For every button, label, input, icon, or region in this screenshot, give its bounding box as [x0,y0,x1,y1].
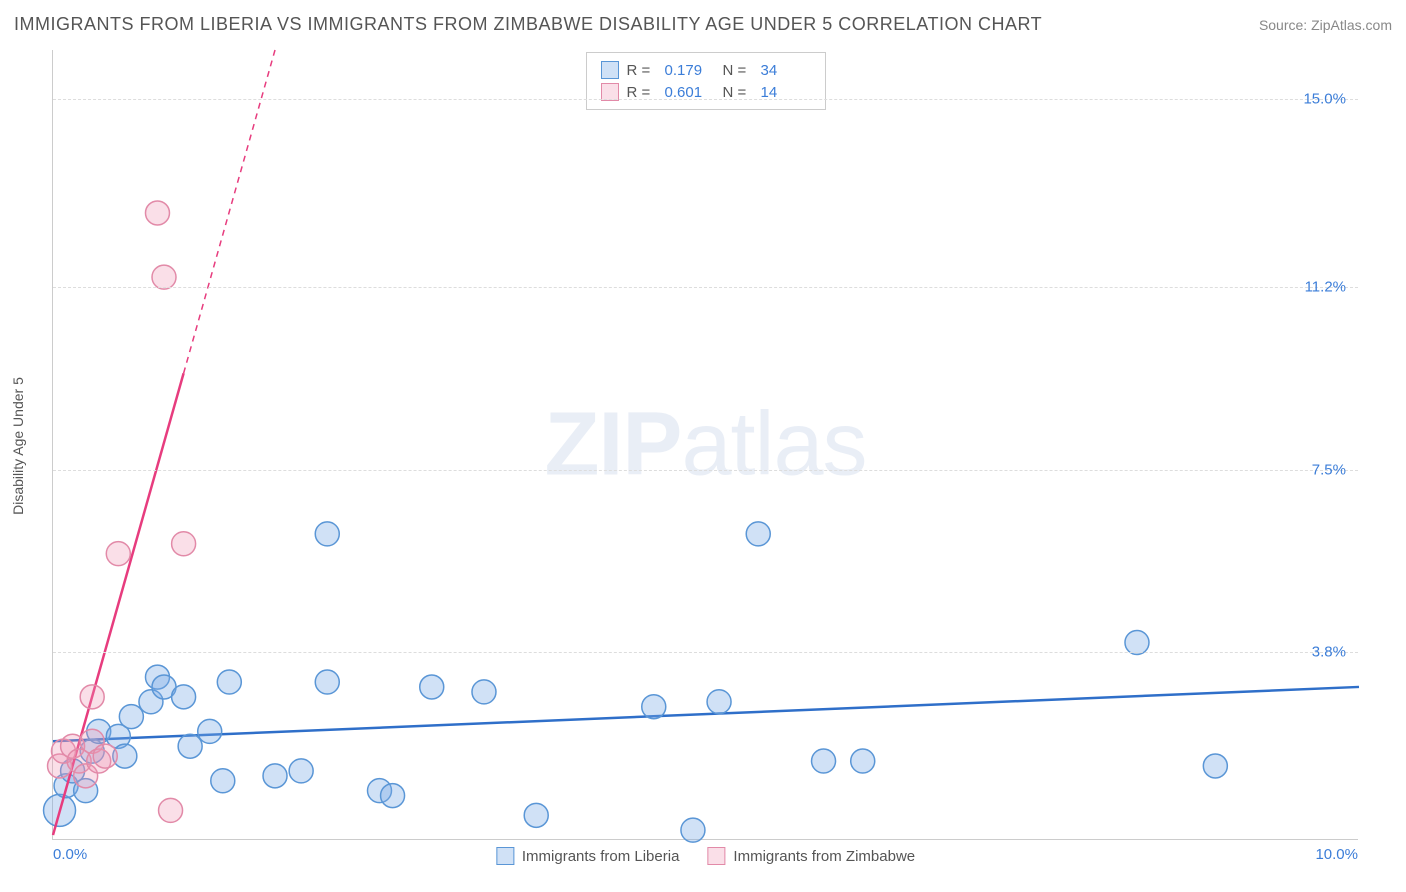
r-value-1: 0.601 [665,84,715,101]
series-label-0: Immigrants from Liberia [522,848,680,865]
title-bar: IMMIGRANTS FROM LIBERIA VS IMMIGRANTS FR… [14,14,1392,35]
source-label: Source: ZipAtlas.com [1259,17,1392,33]
plot-svg [53,50,1358,839]
bottom-legend-item-1: Immigrants from Zimbabwe [707,847,915,865]
y-tick: 11.2% [1305,279,1346,296]
swatch-liberia [601,61,619,79]
chart-title: IMMIGRANTS FROM LIBERIA VS IMMIGRANTS FR… [14,14,1042,35]
y-tick: 7.5% [1312,461,1346,478]
plot-area: ZIPatlas R = 0.179 N = 34 R = 0.601 N = … [52,50,1358,840]
x-tick-min: 0.0% [53,846,87,863]
series-label-1: Immigrants from Zimbabwe [733,848,915,865]
gridline [53,99,1358,100]
r-label: R = [627,62,657,79]
stat-legend: R = 0.179 N = 34 R = 0.601 N = 14 [586,52,826,110]
n-label: N = [723,62,753,79]
n-value-0: 34 [761,62,811,79]
n-label: N = [723,84,753,101]
bottom-legend-item-0: Immigrants from Liberia [496,847,680,865]
r-value-0: 0.179 [665,62,715,79]
gridline [53,287,1358,288]
y-axis-label: Disability Age Under 5 [10,377,26,515]
swatch-liberia [496,847,514,865]
n-value-1: 14 [761,84,811,101]
gridline [53,652,1358,653]
y-tick: 3.8% [1312,644,1346,661]
r-label: R = [627,84,657,101]
x-tick-max: 10.0% [1315,846,1358,863]
stat-legend-row-0: R = 0.179 N = 34 [601,59,811,81]
swatch-zimbabwe [707,847,725,865]
gridline [53,470,1358,471]
y-tick: 15.0% [1303,91,1346,108]
bottom-legend: Immigrants from Liberia Immigrants from … [496,847,915,865]
chart-container: IMMIGRANTS FROM LIBERIA VS IMMIGRANTS FR… [0,0,1406,892]
swatch-zimbabwe [601,83,619,101]
